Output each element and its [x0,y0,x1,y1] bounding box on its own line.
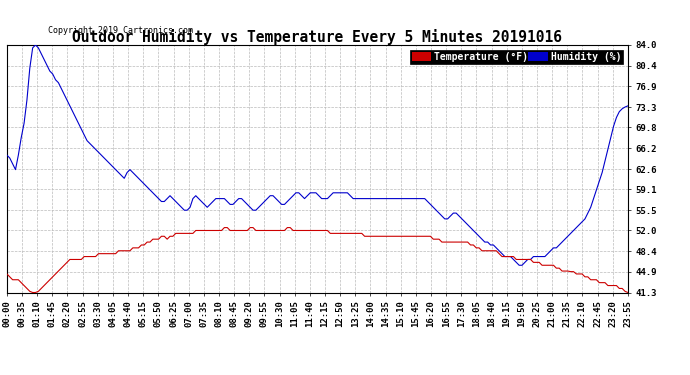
Title: Outdoor Humidity vs Temperature Every 5 Minutes 20191016: Outdoor Humidity vs Temperature Every 5 … [72,29,562,45]
Text: Copyright 2019 Cartronics.com: Copyright 2019 Cartronics.com [48,26,193,35]
Legend: Temperature (°F), Humidity (%): Temperature (°F), Humidity (%) [410,50,623,64]
